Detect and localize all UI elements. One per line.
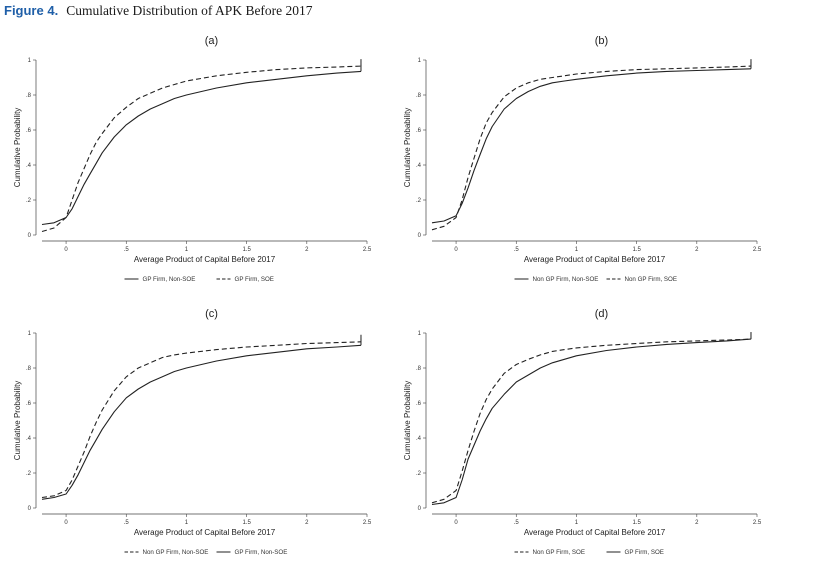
series-line: [431, 338, 752, 506]
x-tick-label: 1: [185, 247, 189, 253]
y-tick-label: .4: [416, 163, 422, 169]
panel-label: (a): [205, 35, 218, 47]
series-line: [431, 338, 752, 504]
y-tick-label: .2: [26, 471, 32, 477]
x-tick-label: .5: [514, 247, 520, 253]
y-tick-label: .8: [416, 366, 422, 372]
x-tick-label: .5: [124, 247, 130, 253]
x-tick-label: 0: [454, 247, 458, 253]
legend-label: Non GP Firm, SOE: [625, 276, 678, 283]
series-line: [431, 65, 752, 231]
y-axis-title: Cumulative Probability: [403, 381, 412, 461]
x-axis-title: Average Product of Capital Before 2017: [524, 255, 666, 264]
y-tick-label: .6: [416, 401, 422, 407]
x-tick-label: 0: [454, 520, 458, 526]
y-axis-title: Cumulative Probability: [13, 381, 22, 461]
x-tick-label: 1.5: [632, 247, 641, 253]
panel-label: (b): [595, 35, 608, 47]
y-tick-label: .8: [26, 93, 32, 99]
legend-label: Non GP Firm, SOE: [533, 549, 586, 556]
x-tick-label: .5: [124, 520, 130, 526]
y-tick-label: .2: [26, 198, 32, 204]
x-tick-label: 2.5: [363, 247, 372, 253]
y-tick-label: 1: [418, 58, 422, 64]
y-tick-label: 1: [28, 331, 32, 337]
x-tick-label: 0: [64, 520, 68, 526]
chart-panel: (c) 0 .2 .4 .6 .8 1 0 .5 1 1.5 2 2.5 Average Product …: [13, 308, 372, 556]
figure-title: Figure 4. Cumulative Distribution of APK…: [4, 2, 313, 20]
legend-label: GP Firm, Non-SOE: [235, 549, 288, 556]
chart-panel: (d) 0 .2 .4 .6 .8 1 0 .5 1 1.5 2 2.5 Average Product …: [403, 308, 762, 556]
y-axis-title: Cumulative Probability: [403, 108, 412, 188]
series-line: [41, 70, 362, 226]
figure-caption: Cumulative Distribution of APK Before 20…: [66, 3, 313, 18]
series-line: [41, 341, 362, 499]
x-tick-label: 1: [575, 247, 579, 253]
y-tick-label: .6: [26, 401, 32, 407]
series-line: [41, 65, 362, 233]
x-axis-title: Average Product of Capital Before 2017: [134, 528, 276, 537]
y-tick-label: .6: [26, 128, 32, 134]
x-tick-label: 1.5: [242, 247, 251, 253]
y-tick-label: 1: [418, 331, 422, 337]
x-tick-label: 2: [695, 247, 699, 253]
y-tick-label: 0: [28, 506, 32, 512]
legend-label: GP Firm, SOE: [625, 549, 664, 556]
x-tick-label: 2.5: [753, 247, 762, 253]
x-tick-label: 2: [305, 520, 309, 526]
y-tick-label: 1: [28, 58, 32, 64]
x-tick-label: 2.5: [363, 520, 372, 526]
legend-label: GP Firm, Non-SOE: [143, 276, 196, 283]
legend-label: GP Firm, SOE: [235, 276, 274, 283]
y-tick-label: 0: [28, 233, 32, 239]
x-tick-label: 2: [305, 247, 309, 253]
y-tick-label: .8: [26, 366, 32, 372]
y-tick-label: .4: [416, 436, 422, 442]
y-tick-label: .8: [416, 93, 422, 99]
y-axis-title: Cumulative Probability: [13, 108, 22, 188]
y-tick-label: 0: [418, 233, 422, 239]
y-tick-label: .4: [26, 436, 32, 442]
x-tick-label: 2.5: [753, 520, 762, 526]
x-axis-title: Average Product of Capital Before 2017: [134, 255, 276, 264]
legend-label: Non GP Firm, Non-SOE: [143, 549, 209, 556]
x-tick-label: 1: [575, 520, 579, 526]
x-tick-label: 1.5: [632, 520, 641, 526]
x-tick-label: 1: [185, 520, 189, 526]
y-tick-label: 0: [418, 506, 422, 512]
y-tick-label: .4: [26, 163, 32, 169]
x-tick-label: 1.5: [242, 520, 251, 526]
figure-label: Figure 4.: [4, 3, 59, 18]
x-tick-label: .5: [514, 520, 520, 526]
x-tick-label: 2: [695, 520, 699, 526]
panel-label: (c): [205, 308, 218, 320]
x-axis-title: Average Product of Capital Before 2017: [524, 528, 666, 537]
y-tick-label: .6: [416, 128, 422, 134]
panel-label: (d): [595, 308, 608, 320]
legend-label: Non GP Firm, Non-SOE: [533, 276, 599, 283]
chart-panel: (a) 0 .2 .4 .6 .8 1 0 .5 1 1.5 2 2.5 Average Product …: [13, 35, 372, 283]
series-line: [41, 344, 362, 500]
y-tick-label: .2: [416, 471, 422, 477]
series-line: [431, 68, 752, 224]
y-tick-label: .2: [416, 198, 422, 204]
x-tick-label: 0: [64, 247, 68, 253]
chart-panel: (b) 0 .2 .4 .6 .8 1 0 .5 1 1.5 2 2.5 Average Product …: [403, 35, 762, 283]
